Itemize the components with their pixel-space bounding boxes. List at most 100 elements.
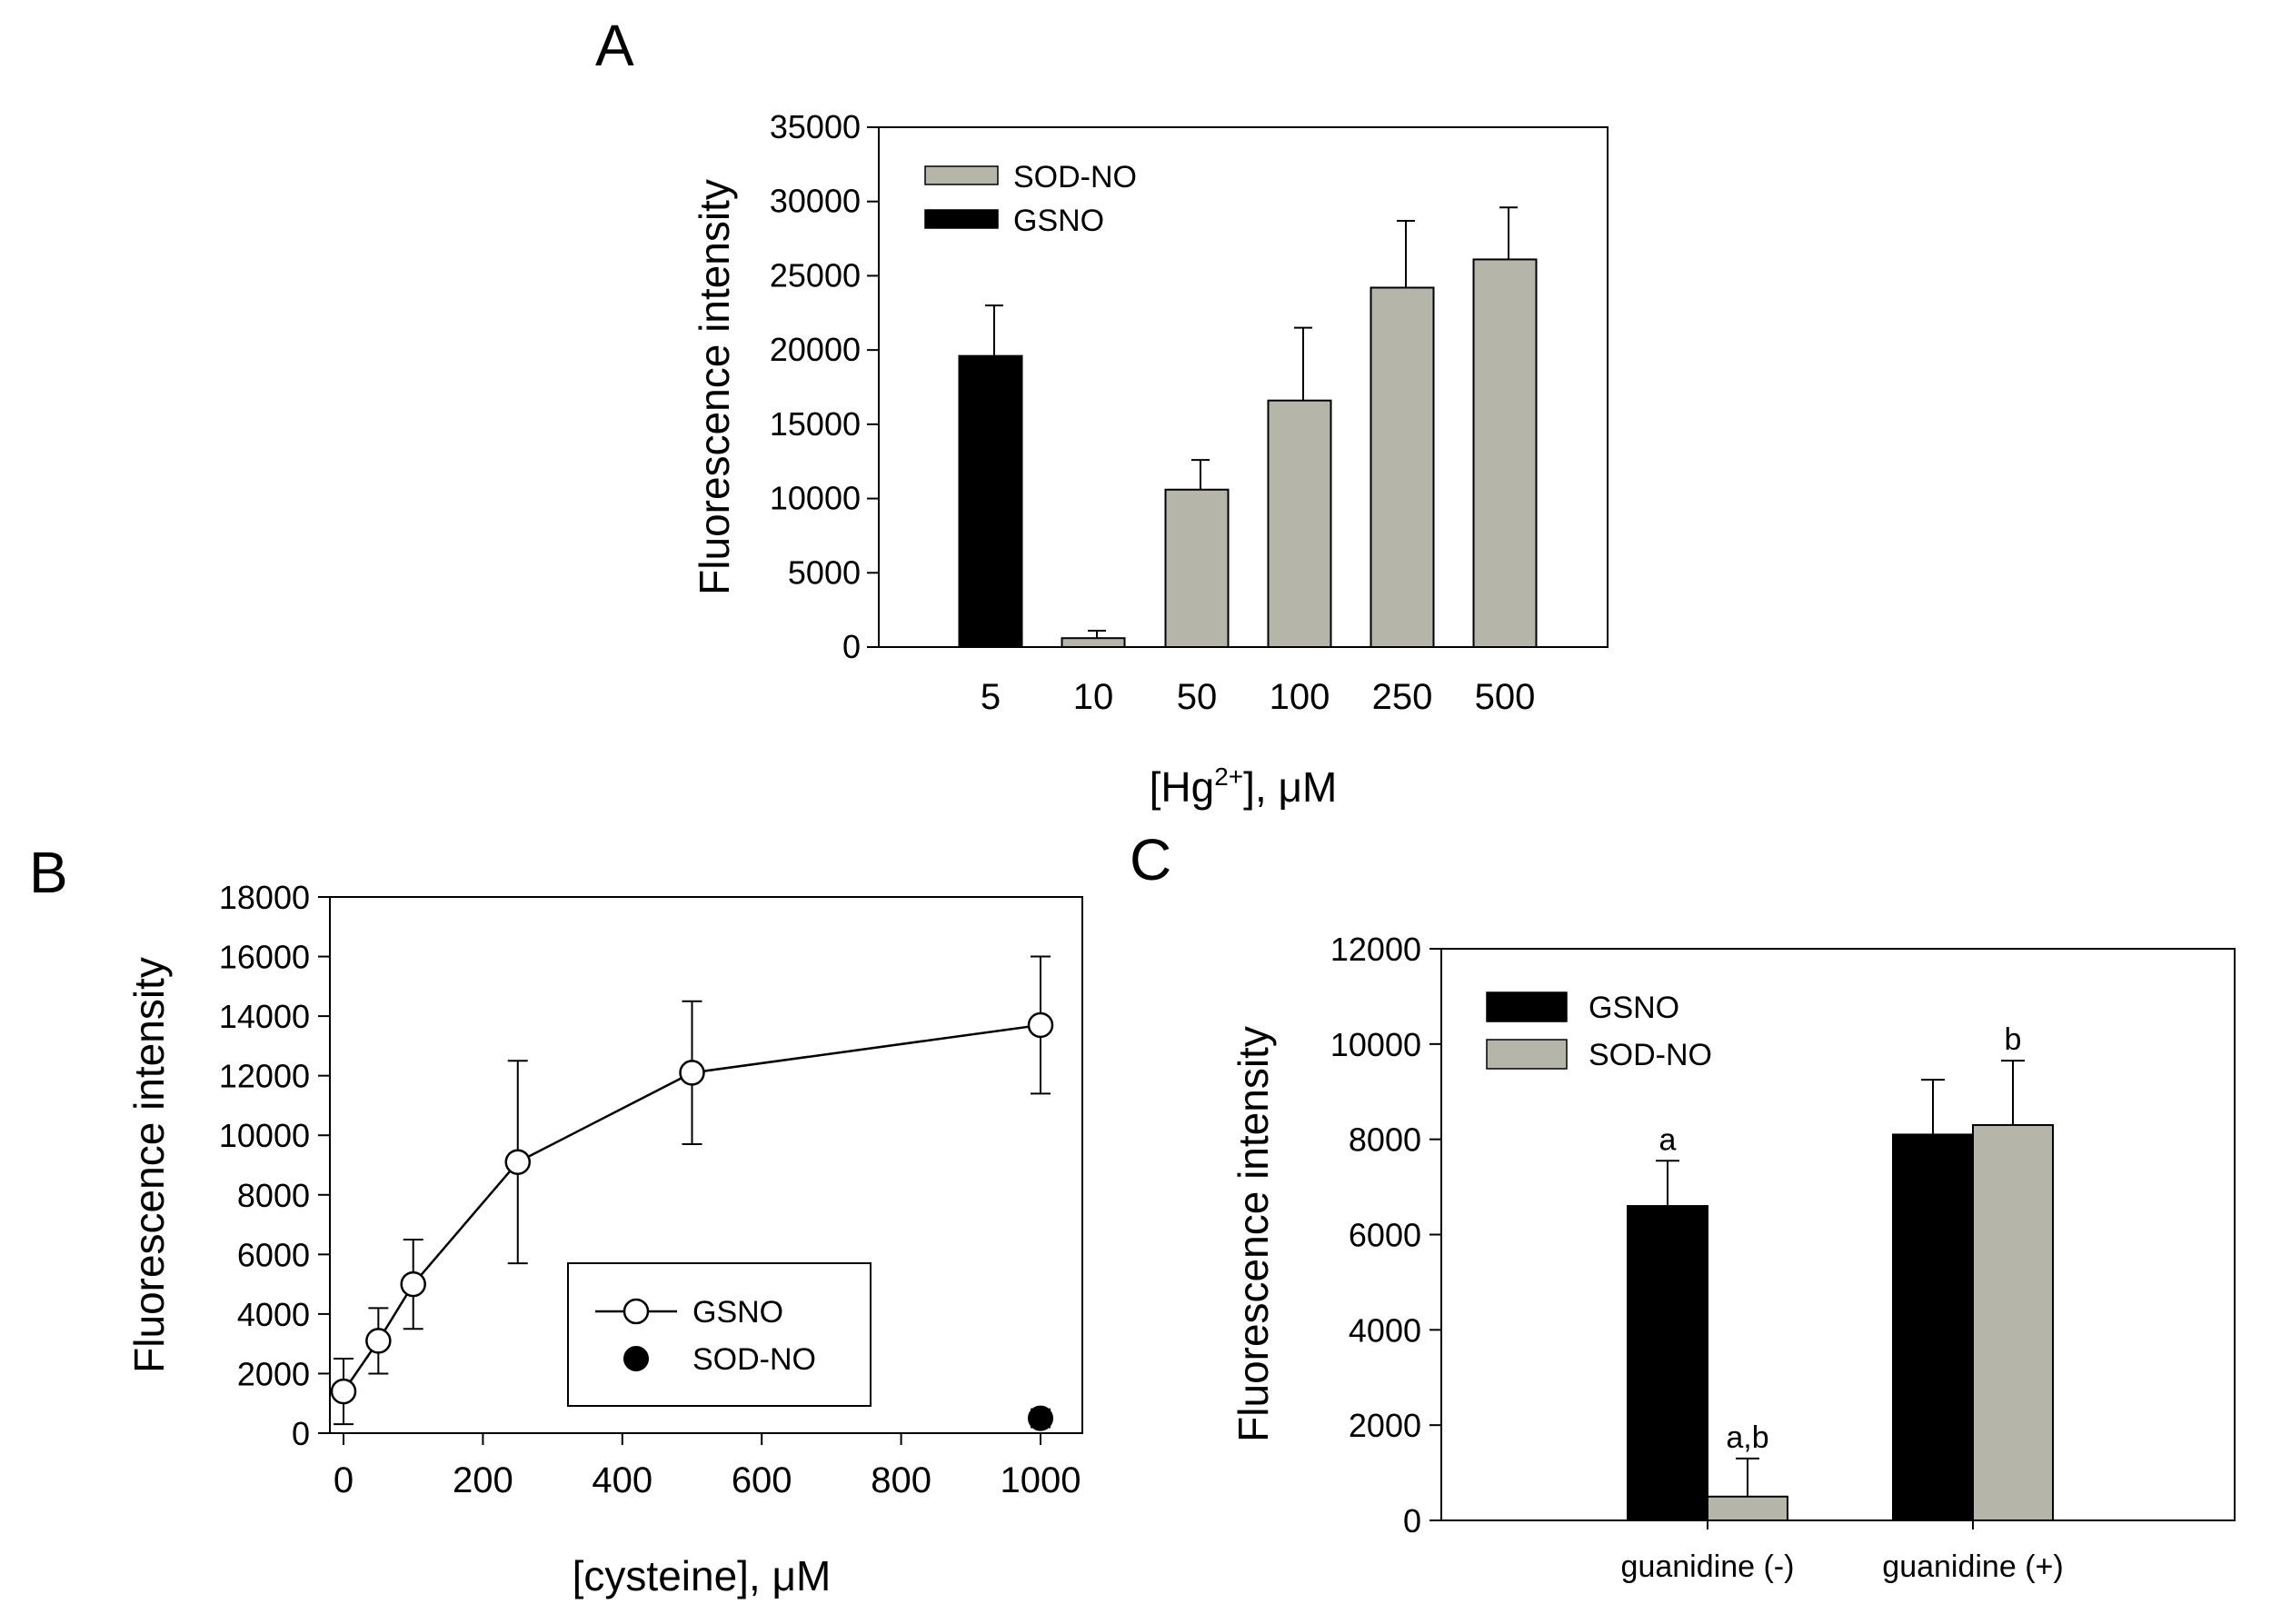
- panel-a-x-tick-label: 10: [1073, 677, 1114, 717]
- panel-b-letter: B: [29, 840, 68, 905]
- panel-c-y-tick-label: 10000: [1330, 1026, 1421, 1063]
- panel-b-legend-label-gsno: GSNO: [692, 1295, 783, 1330]
- panel-a-legend-label-sod-no: SOD-NO: [1013, 160, 1137, 194]
- panel-a-y-tick-label: 5000: [788, 553, 861, 591]
- panel-b-x-tick-label: 0: [334, 1460, 354, 1500]
- panel-b-plot-frame: [329, 896, 1083, 1434]
- panel-b-y-tick-label: 18000: [219, 879, 310, 916]
- panel-a-y-tick-label: 15000: [770, 405, 861, 443]
- panel-b-x-tick-label: 1000: [1001, 1460, 1081, 1500]
- panel-c-bar-sod-no-guanidine: [1707, 1495, 1788, 1521]
- panel-b-y-tick-label: 10000: [219, 1117, 310, 1154]
- panel-b-y-tick-label: 8000: [237, 1177, 310, 1214]
- panel-b-point-gsno-250: [504, 1149, 531, 1175]
- panel-b-y-tick-label: 2000: [237, 1355, 310, 1392]
- panel-b-y-axis-title: Fluorescence intensity: [125, 957, 173, 1373]
- panel-c-bars: a a,b b: [1627, 1022, 2054, 1522]
- panel-b-point-gsno-100: [400, 1270, 426, 1298]
- panel-b-y-tick-label: 6000: [237, 1236, 310, 1273]
- panel-a-x-tick-label: 250: [1372, 677, 1433, 717]
- panel-b-legend-label-sod-no: SOD-NO: [692, 1342, 816, 1377]
- panel-b-point-sod-no-1000: [1028, 1405, 1053, 1431]
- panel-a-x-tick-label: 5: [981, 677, 1001, 717]
- panel-b-legend-box: [567, 1262, 872, 1407]
- panel-b-point-gsno-0: [330, 1378, 357, 1405]
- panel-a-bar-sod-no-100: [1267, 399, 1332, 648]
- panel-b-y-tick-label: 16000: [219, 939, 310, 976]
- panel-a-y-tick-label: 10000: [770, 480, 861, 517]
- panel-a-legend-swatch-sod-no: [924, 165, 999, 185]
- panel-c-x-tick-label: guanidine (-): [1621, 1549, 1795, 1584]
- panel-c-legend: GSNO SOD-NO: [1486, 991, 1712, 1072]
- panel-b-point-gsno-50: [365, 1328, 392, 1354]
- panel-c-bar-gsno-guanidine: [1627, 1205, 1708, 1522]
- panel-c-annotation-a: a: [1659, 1122, 1677, 1157]
- panel-b-y-tick-label: 12000: [219, 1058, 310, 1095]
- panel-a-y-axis-title: Fluorescence intensity: [691, 179, 738, 595]
- panel-a-bars: [958, 206, 1538, 648]
- panel-a-y-tick-label: 25000: [770, 256, 861, 294]
- panel-a-plot-frame: [878, 126, 1609, 648]
- panel-b-y-tick-label: 14000: [219, 998, 310, 1035]
- panel-a-x-tick-label: 100: [1270, 677, 1330, 717]
- panel-a-y-tick-label: 20000: [770, 331, 861, 368]
- panel-a-y-tick-label: 35000: [770, 108, 861, 145]
- panel-c-y-tick-label: 8000: [1349, 1121, 1421, 1159]
- panel-c: C 0 2000 4000 6000 8000 10000 12000 a a,b b guan…: [1130, 827, 2236, 1584]
- panel-b: B 02000400060008000100001200014000160001…: [29, 840, 1083, 1599]
- panel-b-point-gsno-500: [679, 1060, 705, 1086]
- panel-a-legend: SOD-NO GSNO: [924, 160, 1137, 238]
- panel-c-y-axis-title: Fluorescence intensity: [1230, 1026, 1277, 1442]
- panel-a-legend-label-gsno: GSNO: [1013, 204, 1104, 238]
- panel-a-letter: A: [595, 13, 634, 78]
- panel-c-letter: C: [1130, 827, 1171, 892]
- panel-a-y-ticks: 0 5000 10000 15000 20000 25000 30000 35000: [770, 108, 879, 665]
- panel-c-y-tick-label: 0: [1403, 1502, 1421, 1539]
- panel-b-x-tick-label: 800: [871, 1460, 931, 1500]
- panel-c-legend-swatch-sod-no: [1486, 1039, 1568, 1070]
- panel-a-y-tick-label: 0: [842, 628, 861, 665]
- panel-a-legend-swatch-gsno: [924, 209, 999, 229]
- panel-c-legend-label-sod-no: SOD-NO: [1589, 1038, 1712, 1072]
- panel-a-x-axis-title-sup: 2+: [1214, 762, 1243, 791]
- panel-b-y-ticks: 0 2000 4000 6000 8000 10000 12000 14000 16000 180…: [219, 879, 330, 1452]
- panel-a-bar-sod-no-500: [1472, 258, 1538, 648]
- panel-b-x-tick-label: 400: [592, 1460, 652, 1500]
- panel-b-x-tick-label: 200: [453, 1460, 513, 1500]
- panel-c-bar-gsno-guanidine: [1892, 1133, 1974, 1522]
- panel-c-legend-swatch-gsno: [1486, 991, 1568, 1022]
- panel-c-annotation-b: b: [2005, 1022, 2022, 1057]
- panel-a-x-categories: 5 10 50 100 250 500: [981, 677, 1536, 717]
- panel-c-y-ticks: 0 2000 4000 6000 8000 10000 12000: [1330, 931, 1441, 1539]
- panel-b-legend-marker-gsno: [623, 1298, 650, 1325]
- panel-b-y-tick-label: 0: [292, 1415, 310, 1452]
- panel-c-y-tick-label: 6000: [1349, 1217, 1421, 1254]
- panel-a: A 0 5000 10000 15000 20000 25000 30000 35000 5 1…: [595, 13, 1609, 811]
- panel-a-bar-gsno-5: [958, 354, 1023, 648]
- panel-c-y-tick-label: 12000: [1330, 931, 1421, 968]
- panel-b-legend: GSNO SOD-NO: [567, 1262, 872, 1407]
- panel-c-y-tick-label: 4000: [1349, 1311, 1421, 1349]
- panel-b-x-tick-label: 600: [732, 1460, 792, 1500]
- panel-a-x-axis-title-main: [Hg: [1150, 763, 1215, 811]
- panel-a-x-tick-label: 500: [1475, 677, 1536, 717]
- panel-a-x-axis-title: [Hg2+], μM: [1150, 762, 1338, 811]
- panel-a-bar-sod-no-10: [1061, 637, 1126, 648]
- panel-b-y-tick-label: 4000: [237, 1296, 310, 1333]
- panel-b-x-axis-title: [cysteine], μM: [573, 1552, 832, 1599]
- panel-c-x-categories: guanidine (-) guanidine (+): [1621, 1520, 2064, 1584]
- panel-c-y-tick-label: 2000: [1349, 1407, 1421, 1444]
- panel-b-legend-marker-sod-no: [623, 1346, 649, 1371]
- panel-b-series: [330, 955, 1054, 1431]
- panel-c-bar-sod-no-guanidine: [1972, 1123, 2054, 1521]
- panel-c-legend-label-gsno: GSNO: [1589, 991, 1679, 1025]
- panel-a-y-tick-label: 30000: [770, 183, 861, 220]
- panel-a-x-axis-title-suffix: ], μM: [1243, 763, 1337, 811]
- panel-b-x-ticks: 0 200 400 600 800 1000: [334, 1433, 1081, 1500]
- panel-a-bar-sod-no-50: [1164, 488, 1230, 648]
- panel-a-x-tick-label: 50: [1177, 677, 1218, 717]
- panel-b-point-gsno-1000: [1027, 1011, 1054, 1039]
- panel-c-x-tick-label: guanidine (+): [1882, 1549, 2063, 1584]
- panel-c-annotation-a-b: a,b: [1726, 1420, 1768, 1455]
